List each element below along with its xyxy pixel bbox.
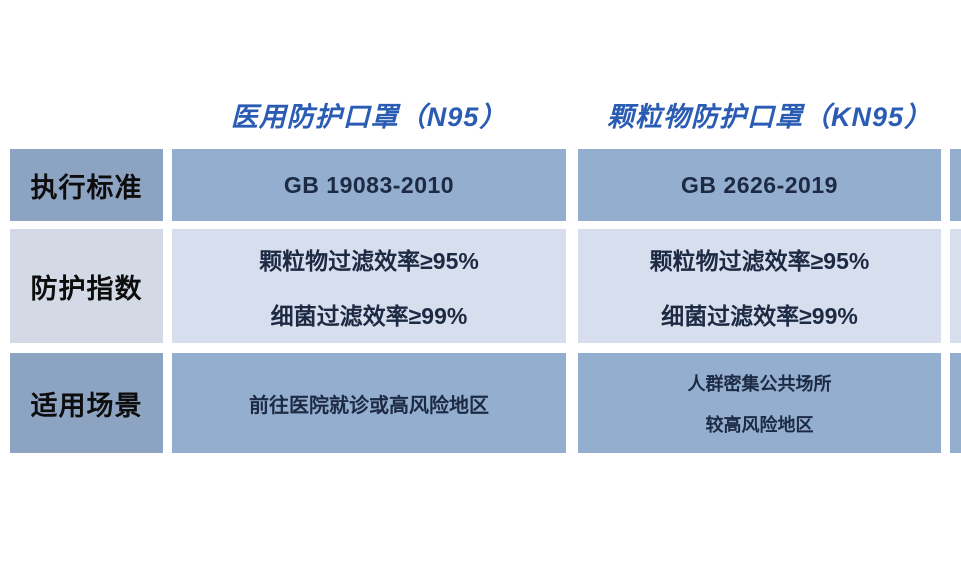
- row-label-protection-index: 防护指数: [10, 229, 163, 343]
- cell-protection-third-partial: [950, 229, 961, 343]
- row-label-standard: 执行标准: [10, 149, 163, 221]
- cell-standard-n95: GB 19083-2010: [172, 149, 566, 221]
- cell-scenario-third-partial: [950, 353, 961, 453]
- row-label-scenarios: 适用场景: [10, 353, 163, 453]
- cell-scenario-kn95: 人群密集公共场所 较高风险地区: [578, 353, 941, 453]
- particle-filtration-line: 颗粒物过滤效率≥95%: [649, 247, 870, 274]
- column-header-n95: 医用防护口罩（N95）: [230, 101, 508, 132]
- cell-protection-kn95: 颗粒物过滤效率≥95% 细菌过滤效率≥99%: [578, 229, 941, 343]
- column-header-kn95: 颗粒物防护口罩（KN95）: [606, 101, 933, 132]
- cell-scenario-n95: 前往医院就诊或高风险地区: [172, 353, 566, 453]
- bacteria-filtration-line: 细菌过滤效率≥99%: [270, 302, 468, 329]
- scenario-line-risk: 较高风险地区: [705, 414, 814, 435]
- cell-standard-kn95: GB 2626-2019: [578, 149, 941, 221]
- cell-protection-n95: 颗粒物过滤效率≥95% 细菌过滤效率≥99%: [172, 229, 566, 343]
- particle-filtration-line: 颗粒物过滤效率≥95%: [259, 247, 479, 274]
- bacteria-filtration-line: 细菌过滤效率≥99%: [661, 302, 858, 329]
- cell-standard-third-partial: [950, 149, 961, 221]
- scenario-line-crowded: 人群密集公共场所: [687, 373, 832, 394]
